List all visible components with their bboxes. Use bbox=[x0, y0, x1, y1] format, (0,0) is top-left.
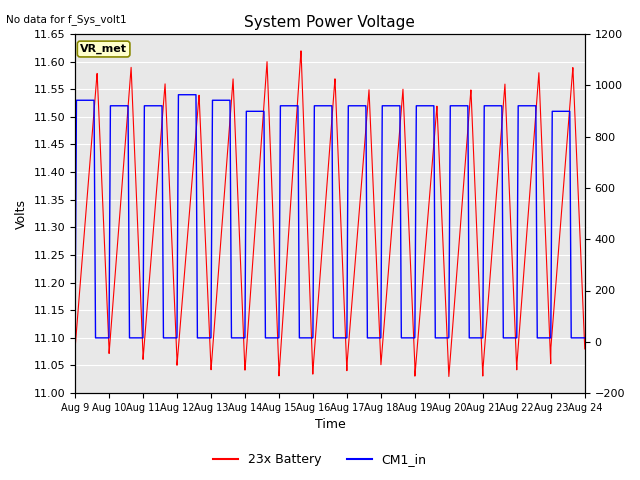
23x Battery bbox=[266, 131, 274, 136]
Y-axis label: Volts: Volts bbox=[15, 199, 28, 228]
23x Battery bbox=[490, 218, 498, 224]
X-axis label: Time: Time bbox=[314, 419, 345, 432]
CM1_in bbox=[377, 335, 385, 341]
23x Battery bbox=[403, 171, 410, 177]
Text: VR_met: VR_met bbox=[80, 44, 127, 54]
CM1_in bbox=[175, 92, 182, 97]
CM1_in bbox=[581, 335, 589, 341]
23x Battery bbox=[581, 346, 589, 352]
23x Battery bbox=[297, 48, 305, 54]
CM1_in bbox=[164, 335, 172, 341]
CM1_in bbox=[266, 335, 274, 341]
CM1_in bbox=[71, 335, 79, 341]
Legend: 23x Battery, CM1_in: 23x Battery, CM1_in bbox=[208, 448, 432, 471]
23x Battery bbox=[71, 346, 79, 352]
Title: System Power Voltage: System Power Voltage bbox=[244, 15, 415, 30]
23x Battery bbox=[445, 373, 452, 379]
23x Battery bbox=[164, 140, 172, 145]
CM1_in bbox=[403, 335, 410, 341]
Text: No data for f_Sys_volt1: No data for f_Sys_volt1 bbox=[6, 14, 127, 25]
23x Battery bbox=[377, 361, 385, 367]
Line: CM1_in: CM1_in bbox=[75, 95, 585, 338]
Line: 23x Battery: 23x Battery bbox=[75, 51, 585, 376]
CM1_in bbox=[490, 103, 498, 108]
23x Battery bbox=[452, 286, 460, 292]
CM1_in bbox=[452, 103, 460, 108]
